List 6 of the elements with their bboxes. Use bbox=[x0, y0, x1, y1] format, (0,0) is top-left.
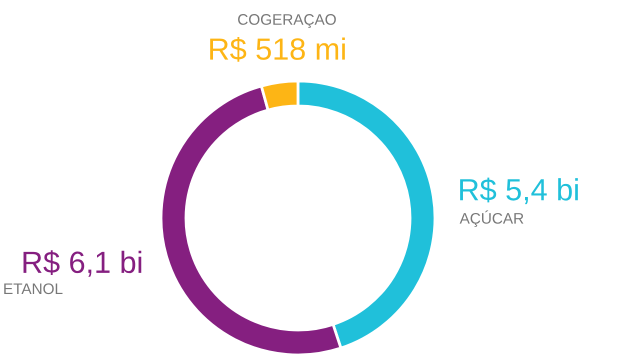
data-label: R$ 6,1 bi bbox=[24, 250, 142, 277]
data-label: R$ 518 mi bbox=[210, 37, 345, 62]
slice-label: ETANOL bbox=[4, 283, 62, 294]
data-label: R$ 5,4 bi bbox=[460, 178, 578, 204]
slice-label: COGERAÇAO bbox=[238, 14, 336, 28]
slice-label: AÇÚCAR bbox=[460, 210, 524, 227]
